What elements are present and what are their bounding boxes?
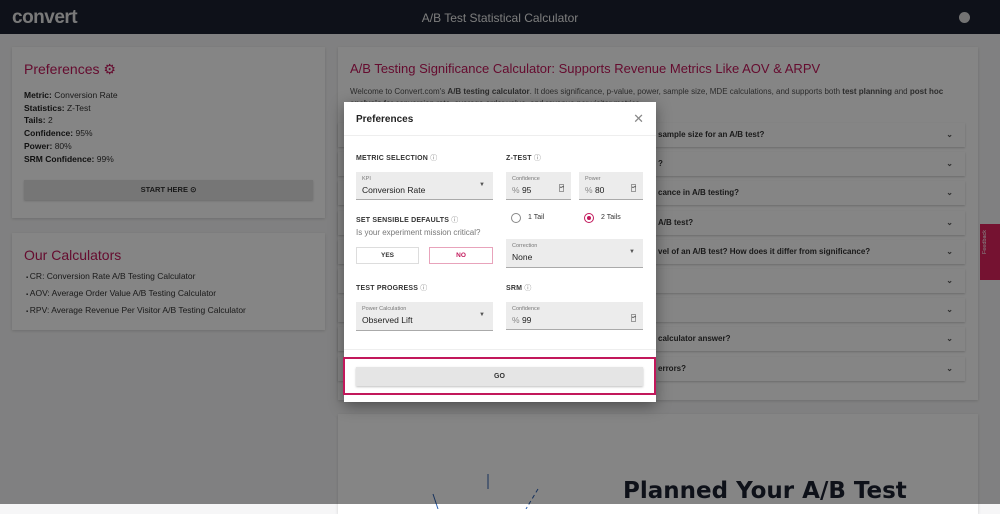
faq-question: errors?: [658, 363, 687, 373]
stepper-icon: ▴▾: [631, 314, 636, 322]
defaults-question: Is your experiment mission critical?: [356, 228, 481, 237]
dropdown-caret-icon: ▼: [479, 312, 485, 318]
divider: [344, 349, 656, 350]
chevron-down-icon: ⌄: [946, 363, 953, 373]
faq-question: sample size for an A/B test?: [658, 130, 765, 139]
preferences-modal: Preferences ✕ METRIC SELECTION ⓘ Z-TEST ⓘ…: [344, 102, 656, 402]
top-nav: convert A/B Test Statistical Calculator: [0, 0, 1000, 34]
help-icon[interactable]: ⓘ: [451, 217, 459, 224]
close-icon[interactable]: ✕: [633, 111, 644, 126]
planner-title: Planned Your A/B Test: [623, 478, 907, 504]
one-tail-radio[interactable]: [511, 213, 521, 223]
gear-icon[interactable]: ⚙: [103, 61, 116, 77]
pref-label: Power:: [24, 140, 53, 151]
preferences-title: Preferences: [24, 61, 100, 77]
power-calculation-select[interactable]: Power Calculation Observed Lift ▼: [356, 302, 493, 331]
preferences-summary: Metric: Conversion Rate Statistics: Z-Te…: [24, 89, 325, 165]
srm-section-label: SRM ⓘ: [506, 285, 532, 292]
pref-value: 80%: [52, 140, 72, 151]
feedback-tab[interactable]: Feedback: [980, 224, 1000, 280]
pref-value: 95%: [73, 128, 93, 139]
faq-question: ?: [658, 159, 663, 169]
preferences-card: Preferences ⚙ Metric: Conversion Rate St…: [12, 47, 325, 218]
chevron-down-icon: ⌄: [946, 334, 953, 344]
faq-question: A/B test?: [658, 217, 694, 227]
two-tails-label: 2 Tails: [601, 214, 621, 221]
calculators-title: Our Calculators: [24, 247, 122, 263]
defaults-section-label: SET SENSIBLE DEFAULTS ⓘ: [356, 217, 459, 224]
chevron-down-icon: ⌄: [946, 276, 953, 285]
calculator-link-cr[interactable]: CR: Conversion Rate A/B Testing Calculat…: [26, 271, 325, 281]
go-button[interactable]: GO: [356, 367, 643, 386]
chevron-down-icon: ⌄: [946, 217, 953, 227]
theme-toggle-icon[interactable]: [959, 12, 970, 23]
main-title: A/B Testing Significance Calculator: Sup…: [350, 61, 821, 76]
dropdown-caret-icon: ▼: [479, 182, 485, 188]
calculators-card: Our Calculators CR: Conversion Rate A/B …: [12, 233, 325, 330]
start-label: START HERE: [140, 185, 188, 194]
modal-title: Preferences: [356, 114, 414, 125]
pref-value: Conversion Rate: [51, 90, 118, 100]
metric-section-label: METRIC SELECTION ⓘ: [356, 155, 438, 162]
chevron-down-icon: ⌄: [946, 305, 953, 315]
kpi-select[interactable]: KPI Conversion Rate ▼: [356, 172, 493, 200]
chevron-down-icon: ⌄: [946, 130, 953, 139]
app-title: A/B Test Statistical Calculator: [421, 11, 579, 25]
yes-button[interactable]: YES: [356, 247, 419, 264]
faq-question: calculator answer?: [658, 334, 731, 344]
faq-question: cance in A/B testing?: [658, 188, 740, 198]
pref-label: Statistics:: [24, 102, 65, 113]
play-circle-icon: ⊙: [190, 185, 197, 194]
pref-label: SRM Confidence:: [24, 153, 95, 164]
pref-label: Tails:: [24, 115, 46, 126]
power-input[interactable]: Power% 80 ▴▾: [579, 172, 643, 200]
highlight-box: [343, 357, 656, 395]
chevron-down-icon: ⌄: [946, 188, 953, 198]
planner-card: Planned Your A/B Test: [338, 414, 978, 514]
help-icon[interactable]: ⓘ: [533, 155, 542, 162]
no-button[interactable]: NO: [429, 247, 493, 264]
dropdown-caret-icon: ▼: [629, 249, 635, 255]
stepper-icon: ▴▾: [631, 184, 636, 192]
chevron-down-icon: ⌄: [946, 246, 953, 256]
stepper-icon: ▴▾: [559, 184, 564, 192]
chevron-down-icon: ⌄: [946, 159, 953, 169]
confidence-input[interactable]: Confidence% 95 ▴▾: [506, 172, 571, 200]
progress-section-label: TEST PROGRESS ⓘ: [356, 285, 428, 292]
faq-question: vel of an A/B test? How does it differ f…: [658, 246, 871, 256]
srm-confidence-input[interactable]: Confidence% 99 ▴▾: [506, 302, 643, 330]
help-icon[interactable]: ⓘ: [524, 285, 532, 292]
ztest-section-label: Z-TEST ⓘ: [506, 155, 542, 162]
correction-select[interactable]: Correction None ▼: [506, 239, 643, 268]
help-icon[interactable]: ⓘ: [430, 155, 438, 162]
pref-value: 99%: [94, 153, 114, 164]
pref-label: Confidence:: [24, 128, 74, 139]
two-tails-radio[interactable]: [584, 213, 594, 223]
pref-value: 2: [45, 115, 53, 126]
help-icon[interactable]: ⓘ: [420, 285, 428, 292]
pref-value: Z-Test: [64, 102, 91, 113]
calculator-link-aov[interactable]: AOV: Average Order Value A/B Testing Cal…: [26, 288, 325, 298]
pref-label: Metric:: [24, 90, 52, 100]
convert-logo[interactable]: convert: [12, 7, 78, 28]
calculator-link-rpv[interactable]: RPV: Average Revenue Per Visitor A/B Tes…: [26, 305, 325, 315]
start-here-button[interactable]: START HERE ⊙: [24, 180, 313, 200]
one-tail-label: 1 Tail: [528, 214, 545, 221]
